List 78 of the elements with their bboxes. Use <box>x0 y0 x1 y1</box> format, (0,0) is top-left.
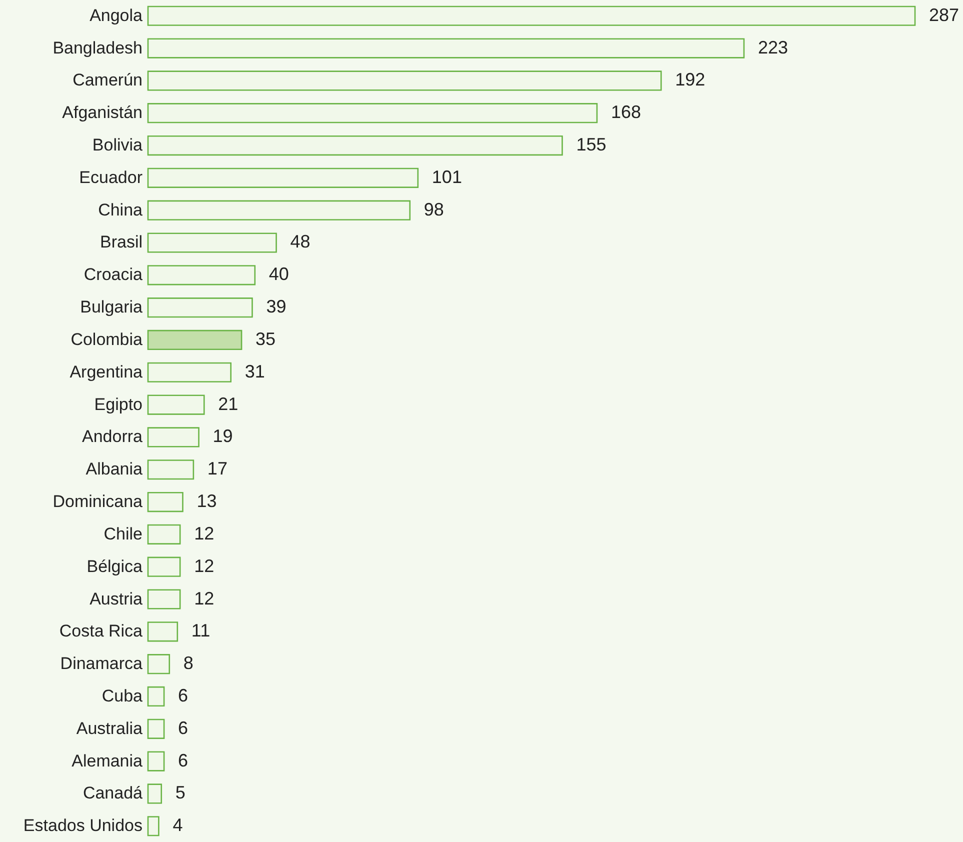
data-label: 8 <box>183 653 194 674</box>
data-label: 17 <box>207 458 228 479</box>
y-tick-label: Bangladesh <box>52 38 142 58</box>
y-tick-label: Camerún <box>72 70 142 90</box>
data-label: 48 <box>290 232 310 252</box>
bar <box>147 556 181 577</box>
y-tick-label: Costa Rica <box>59 622 144 641</box>
bar <box>147 460 194 480</box>
y-tick-label: Ecuador <box>79 168 143 187</box>
bar <box>147 784 162 804</box>
y-tick-label: Argentina <box>70 362 144 382</box>
bar <box>147 265 256 286</box>
bar <box>147 427 200 448</box>
data-label: 168 <box>610 102 642 122</box>
data-label: 35 <box>256 328 276 349</box>
bar <box>147 362 232 382</box>
y-tick-label: Angola <box>90 6 144 25</box>
data-label: 12 <box>194 588 214 608</box>
y-tick-label: Bélgica <box>86 556 144 576</box>
bar <box>147 589 181 610</box>
y-tick-label: China <box>98 200 144 220</box>
y-tick-label: Cuba <box>102 686 144 706</box>
bar <box>147 816 160 836</box>
y-tick-label: Colombia <box>70 330 144 349</box>
y-tick-label: Albania <box>86 460 144 479</box>
data-label: 19 <box>212 426 233 446</box>
y-tick-label: Andorra <box>82 427 144 446</box>
data-label: 5 <box>175 782 186 803</box>
bar <box>147 103 598 124</box>
data-label: 12 <box>194 556 214 576</box>
data-label: 4 <box>172 815 183 836</box>
data-label: 40 <box>268 264 289 284</box>
data-label: 13 <box>196 491 217 512</box>
data-label: 155 <box>576 134 606 155</box>
data-label: 223 <box>758 37 788 58</box>
data-label: 6 <box>178 685 188 706</box>
bar <box>147 6 916 26</box>
bar <box>147 330 242 350</box>
y-tick-label: Dominicana <box>52 492 144 512</box>
bar <box>147 751 165 772</box>
y-tick-label: Canadá <box>82 784 144 803</box>
bar <box>147 394 205 415</box>
y-tick-label: Australia <box>76 718 144 738</box>
bar <box>147 622 178 642</box>
data-label: 98 <box>424 199 444 220</box>
y-tick-label: Austria <box>90 589 144 608</box>
bar <box>147 232 277 253</box>
y-tick-label: Chile <box>104 524 142 544</box>
y-tick-label: Bulgaria <box>80 298 144 317</box>
bar <box>147 298 253 318</box>
y-tick-label: Alemania <box>72 751 144 770</box>
bar <box>147 38 745 58</box>
y-tick-label: Afganistán <box>62 103 142 122</box>
bar <box>147 492 184 512</box>
data-label: 287 <box>929 4 960 25</box>
data-label: 101 <box>432 166 462 187</box>
bar <box>147 200 411 220</box>
bar <box>147 686 165 707</box>
data-label: 11 <box>191 620 210 641</box>
bar <box>147 718 165 739</box>
y-tick-label: Dinamarca <box>60 654 144 674</box>
bar <box>147 135 563 156</box>
bar <box>147 168 419 188</box>
y-tick-label: Bolivia <box>92 136 144 155</box>
bar <box>147 654 170 674</box>
data-label: 192 <box>675 70 706 90</box>
data-label: 31 <box>244 361 265 382</box>
data-label: 6 <box>178 718 188 738</box>
data-label: 6 <box>178 750 188 770</box>
data-label: 39 <box>266 296 286 317</box>
y-tick-label: Estados Unidos <box>23 816 142 836</box>
y-tick-label: Croacia <box>84 265 144 284</box>
bar <box>147 70 662 91</box>
data-label: 12 <box>194 523 214 544</box>
data-label: 21 <box>218 394 238 414</box>
y-tick-label: Brasil <box>100 232 142 252</box>
bar <box>147 524 181 544</box>
y-tick-label: Egipto <box>94 394 142 414</box>
